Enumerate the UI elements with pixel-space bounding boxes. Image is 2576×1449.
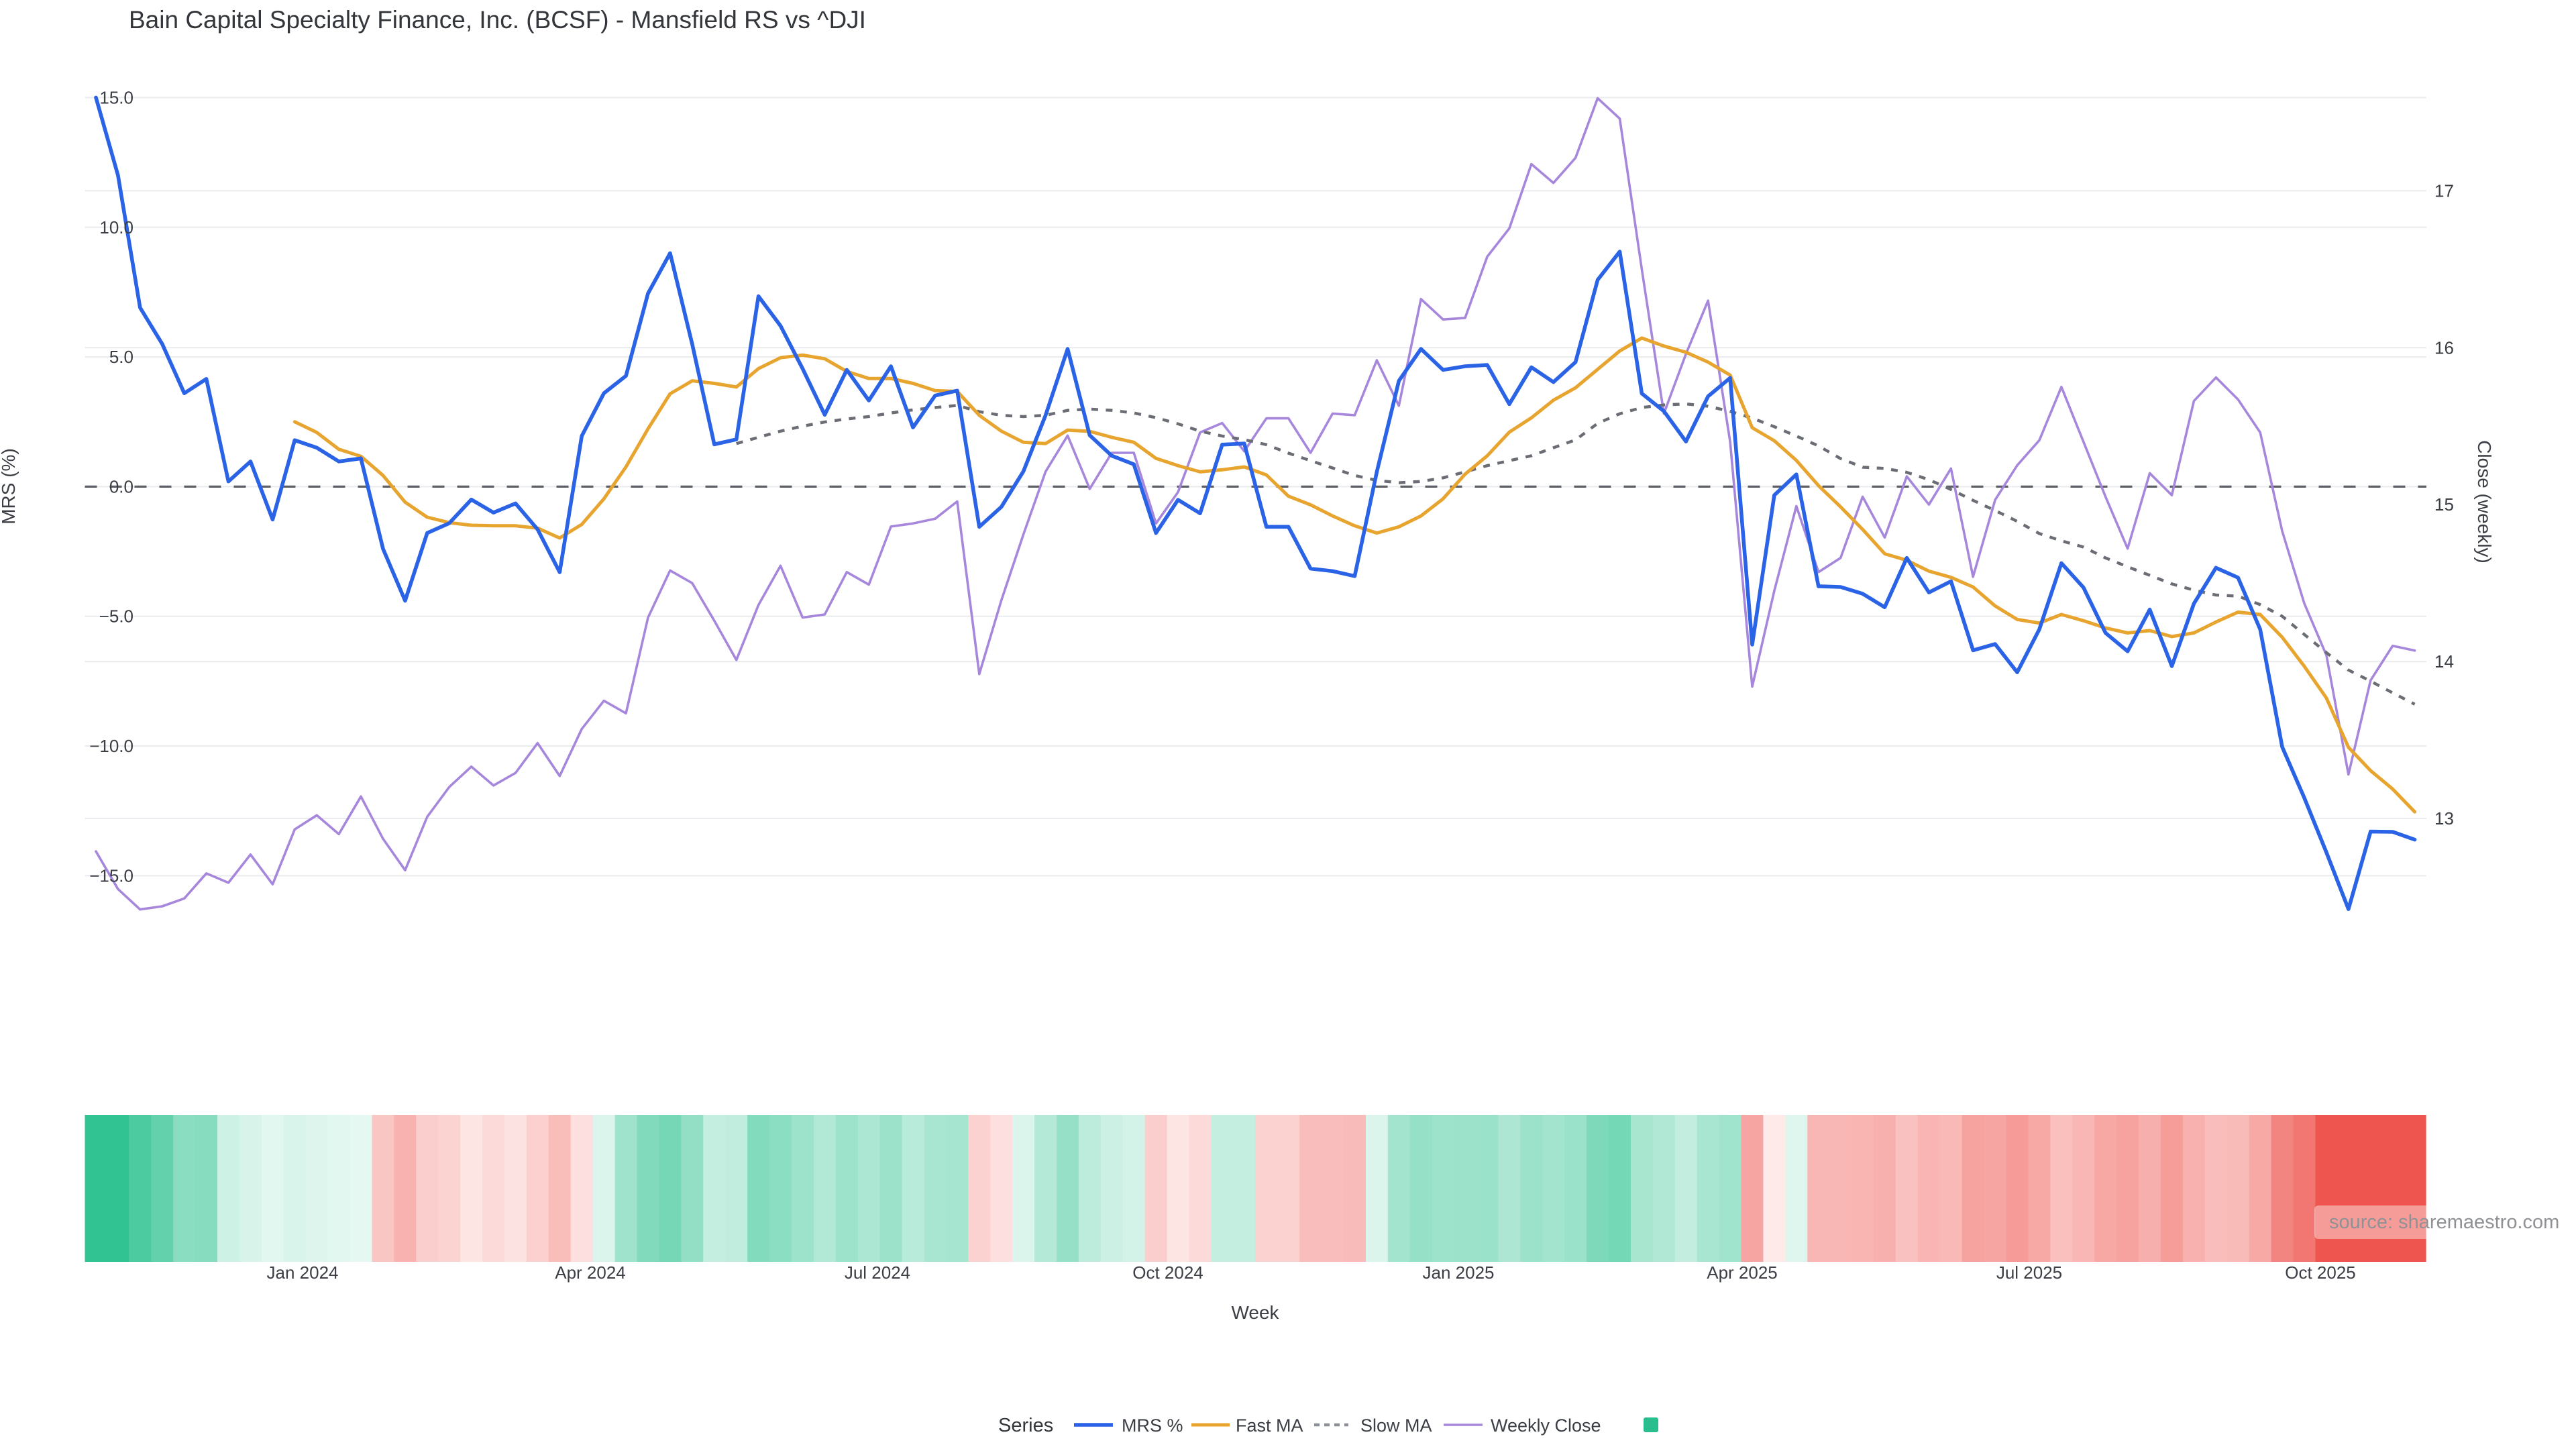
svg-text:MRS %: MRS % <box>1122 1415 1183 1436</box>
svg-text:16: 16 <box>2434 337 2454 358</box>
svg-text:10.0: 10.0 <box>99 217 133 237</box>
svg-text:17: 17 <box>2434 180 2454 201</box>
svg-text:15: 15 <box>2434 494 2454 515</box>
svg-text:Oct 2025: Oct 2025 <box>2285 1263 2356 1283</box>
svg-text:−15.0: −15.0 <box>89 865 133 885</box>
svg-text:Apr 2024: Apr 2024 <box>555 1263 626 1283</box>
svg-text:Oct 2024: Oct 2024 <box>1132 1263 1203 1283</box>
svg-text:Jul 2025: Jul 2025 <box>1996 1263 2062 1283</box>
svg-text:Series: Series <box>998 1415 1053 1436</box>
svg-text:Jul 2024: Jul 2024 <box>845 1263 910 1283</box>
svg-text:Close (weekly): Close (weekly) <box>2474 440 2495 564</box>
svg-text:Fast MA: Fast MA <box>1236 1415 1303 1436</box>
svg-text:−5.0: −5.0 <box>99 606 133 627</box>
svg-text:Slow MA: Slow MA <box>1360 1415 1432 1436</box>
svg-text:0.0: 0.0 <box>109 476 133 496</box>
svg-text:14: 14 <box>2434 651 2454 672</box>
svg-text:Weekly Close: Weekly Close <box>1491 1415 1601 1436</box>
svg-text:−10.0: −10.0 <box>89 736 133 756</box>
svg-text:source: sharemaestro.com: source: sharemaestro.com <box>2329 1212 2559 1233</box>
svg-text:5.0: 5.0 <box>109 347 133 367</box>
svg-text:Jan 2024: Jan 2024 <box>267 1263 339 1283</box>
svg-text:15.0: 15.0 <box>99 87 133 107</box>
svg-text:MRS (%): MRS (%) <box>0 448 19 525</box>
svg-text:Apr 2025: Apr 2025 <box>1707 1263 1778 1283</box>
svg-text:Week: Week <box>1231 1302 1279 1323</box>
svg-text:Bain Capital Specialty Finance: Bain Capital Specialty Finance, Inc. (BC… <box>129 6 866 34</box>
svg-text:Jan 2025: Jan 2025 <box>1423 1263 1495 1283</box>
svg-text:13: 13 <box>2434 808 2454 828</box>
